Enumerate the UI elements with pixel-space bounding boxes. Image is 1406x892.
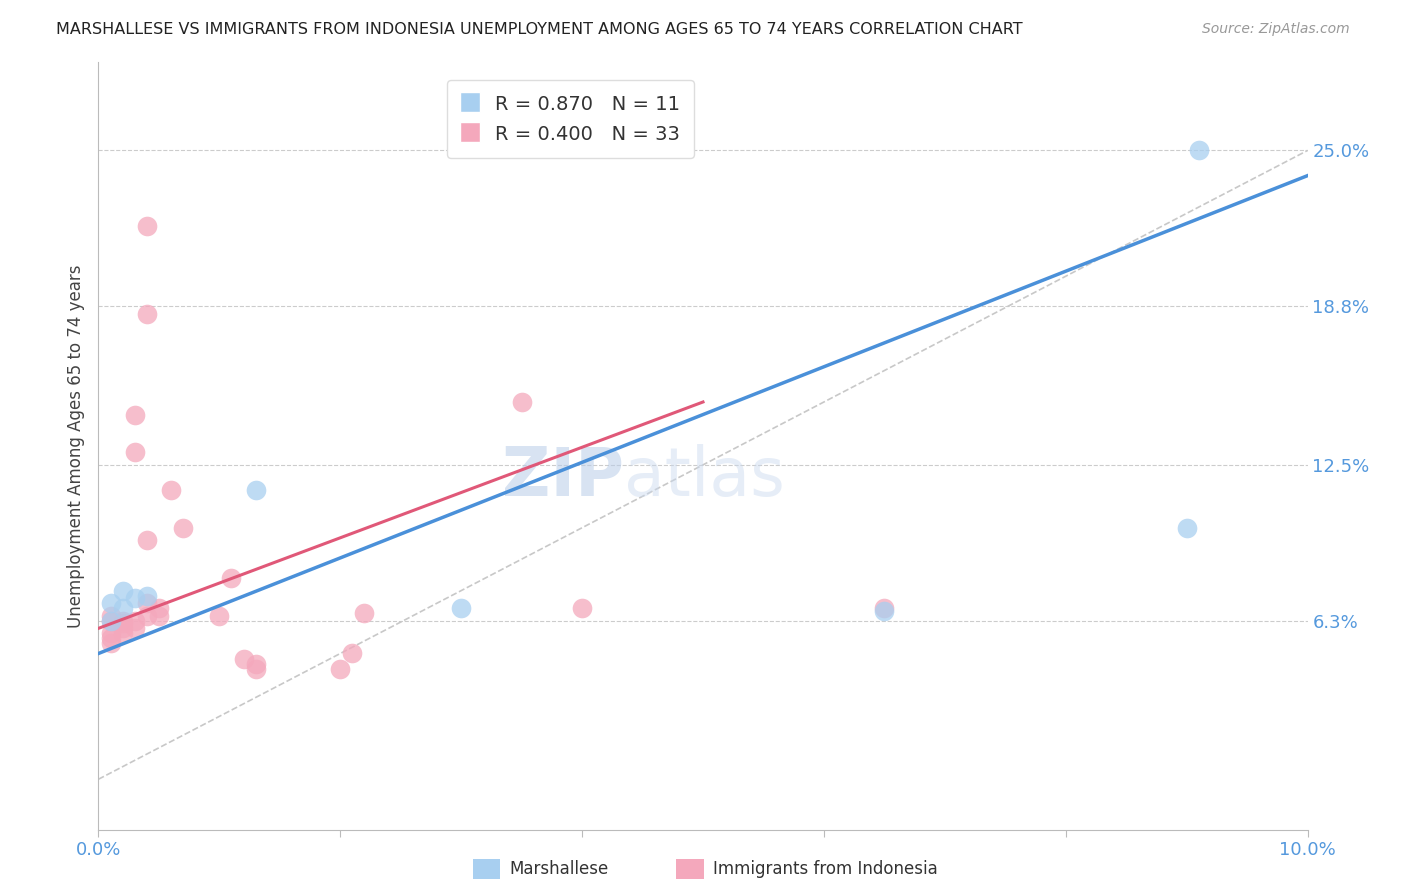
Legend: R = 0.870   N = 11, R = 0.400   N = 33: R = 0.870 N = 11, R = 0.400 N = 33 — [447, 79, 695, 158]
Point — [172, 521, 194, 535]
Point — [111, 614, 134, 628]
Point — [100, 608, 122, 623]
Point — [100, 626, 122, 640]
Point — [100, 596, 122, 610]
Point — [111, 621, 134, 635]
Point — [873, 601, 896, 615]
Point — [124, 621, 146, 635]
Point — [135, 533, 157, 548]
Text: Source: ZipAtlas.com: Source: ZipAtlas.com — [1202, 22, 1350, 37]
Bar — [472, 859, 501, 879]
Point — [111, 583, 134, 598]
Point — [100, 614, 122, 628]
Point — [111, 616, 134, 631]
Point — [111, 626, 134, 640]
Bar — [676, 859, 704, 879]
Point — [571, 601, 593, 615]
Point — [148, 601, 170, 615]
Point — [135, 608, 157, 623]
Point — [148, 608, 170, 623]
Point — [208, 608, 231, 623]
Text: MARSHALLESE VS IMMIGRANTS FROM INDONESIA UNEMPLOYMENT AMONG AGES 65 TO 74 YEARS : MARSHALLESE VS IMMIGRANTS FROM INDONESIA… — [56, 22, 1024, 37]
Point — [1188, 144, 1211, 158]
Point — [124, 408, 146, 422]
Point — [329, 662, 352, 676]
Point — [873, 604, 896, 618]
Point — [124, 614, 146, 628]
Point — [135, 219, 157, 233]
Point — [245, 657, 267, 671]
Point — [135, 307, 157, 321]
Point — [342, 647, 364, 661]
Point — [232, 651, 254, 665]
Point — [135, 596, 157, 610]
Text: Immigrants from Indonesia: Immigrants from Indonesia — [713, 860, 938, 878]
Point — [160, 483, 183, 497]
Point — [510, 395, 533, 409]
Point — [1175, 521, 1198, 535]
Point — [245, 483, 267, 497]
Point — [135, 589, 157, 603]
Point — [100, 632, 122, 646]
Point — [124, 445, 146, 459]
Point — [221, 571, 243, 585]
Point — [245, 662, 267, 676]
Y-axis label: Unemployment Among Ages 65 to 74 years: Unemployment Among Ages 65 to 74 years — [66, 264, 84, 628]
Point — [353, 607, 375, 621]
Text: atlas: atlas — [624, 443, 786, 509]
Point — [124, 591, 146, 606]
Point — [450, 601, 472, 615]
Text: Marshallese: Marshallese — [509, 860, 609, 878]
Text: ZIP: ZIP — [502, 443, 624, 509]
Point — [111, 601, 134, 615]
Point — [100, 614, 122, 628]
Point — [100, 636, 122, 650]
